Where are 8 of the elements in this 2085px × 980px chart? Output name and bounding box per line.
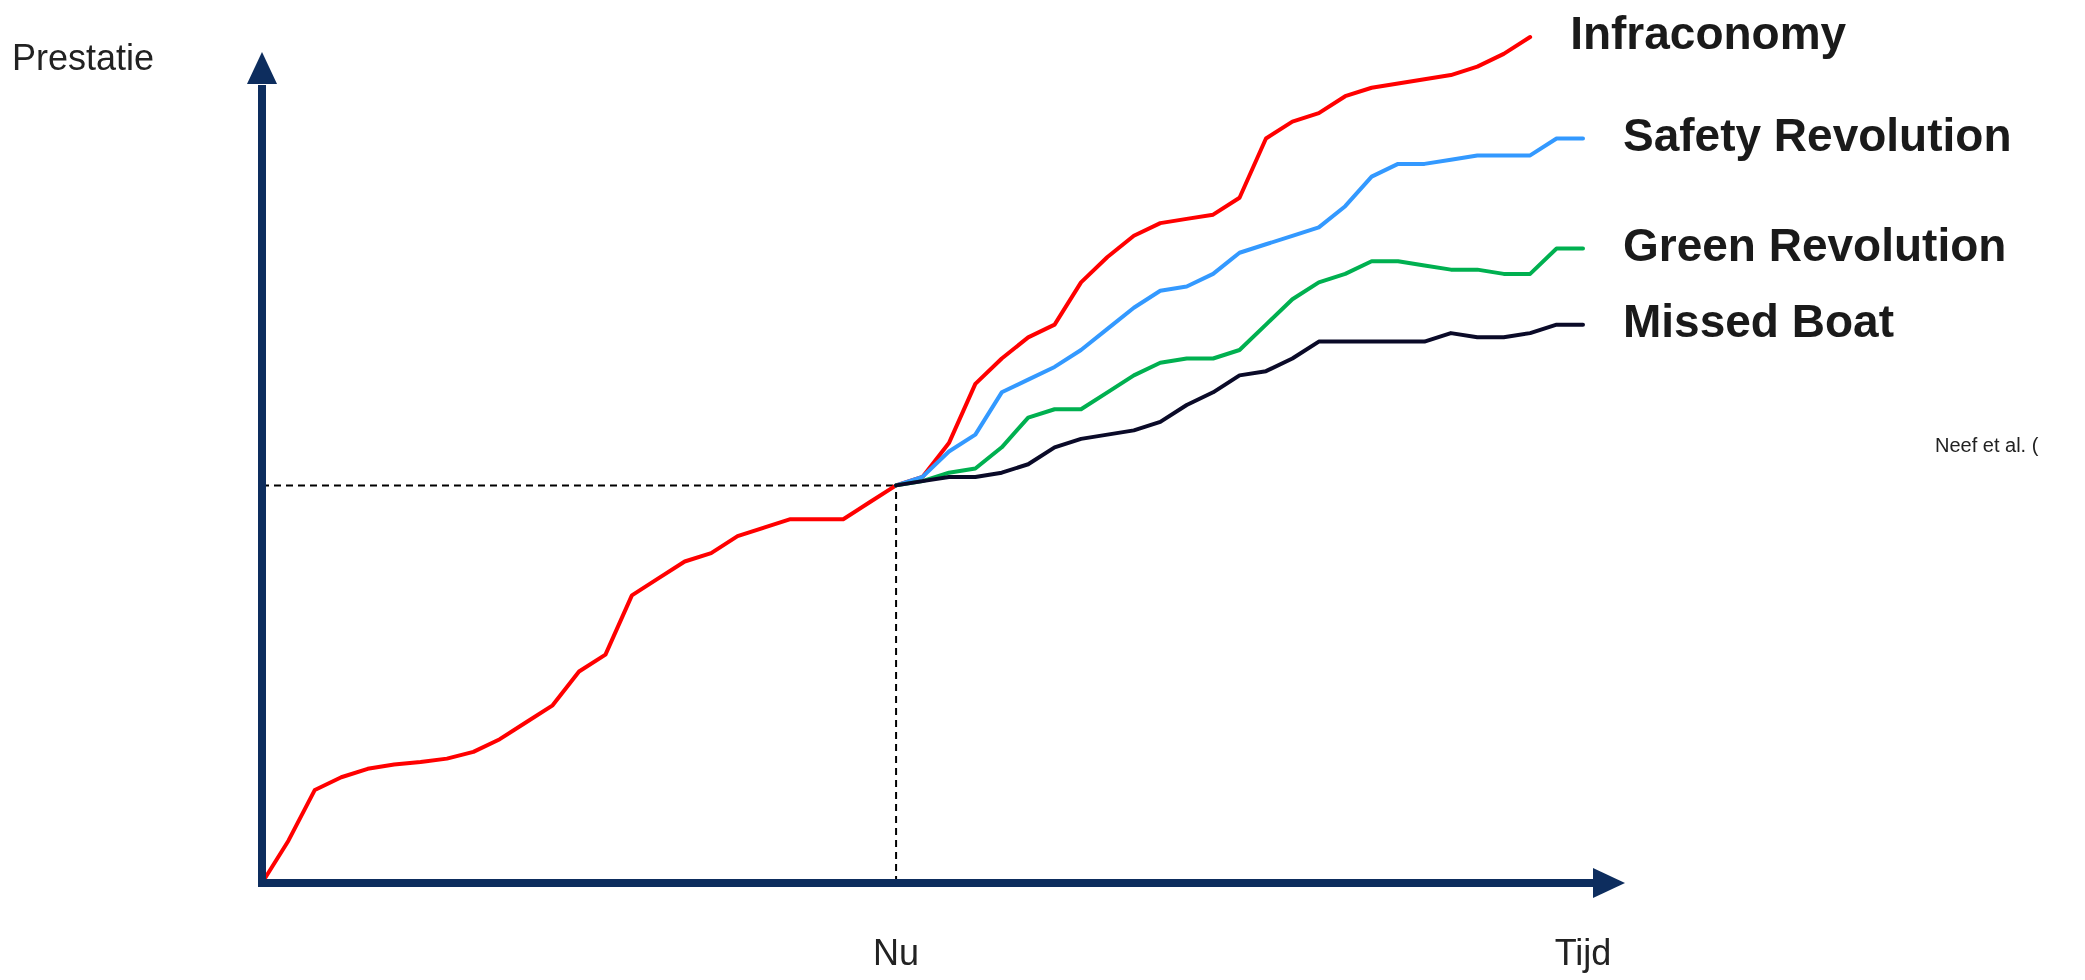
series-label: Green Revolution [1623, 218, 2007, 271]
x-tick-label: Tijd [1554, 932, 1612, 973]
series-label: Safety Revolution [1623, 108, 2012, 161]
y-axis-title: Prestatie [12, 37, 155, 78]
series-label: Missed Boat [1623, 294, 1894, 347]
text: Neef et al. ( [1935, 434, 2039, 456]
x-tick-label: Nu [873, 932, 920, 973]
series-label: Infraconomy [1570, 7, 1847, 60]
